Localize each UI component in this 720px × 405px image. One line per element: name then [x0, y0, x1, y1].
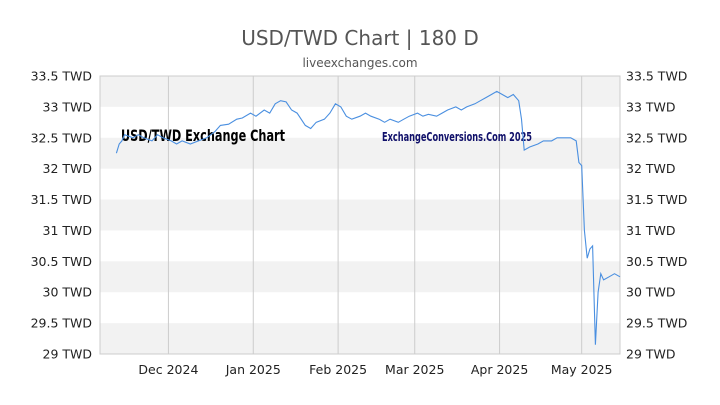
y-tick-label-left: 29 TWD — [43, 347, 93, 362]
y-tick-label-left: 33.5 TWD — [31, 69, 92, 84]
band — [100, 199, 620, 231]
band — [100, 76, 620, 107]
y-tick-label-left: 31.5 TWD — [31, 192, 92, 207]
y-tick-label-left: 30 TWD — [43, 285, 93, 300]
y-tick-label-left: 30.5 TWD — [31, 254, 92, 269]
x-tick-label: Jan 2025 — [225, 362, 281, 377]
y-tick-label-left: 33 TWD — [43, 99, 93, 114]
x-tick-label: May 2025 — [551, 362, 613, 377]
y-tick-label-right: 33 TWD — [626, 99, 676, 114]
watermark-right: ExchangeConversions.Com 2025 — [382, 130, 532, 144]
y-tick-label-right: 30.5 TWD — [626, 254, 687, 269]
y-tick-label-right: 33.5 TWD — [626, 69, 687, 84]
y-tick-label-right: 30 TWD — [626, 285, 676, 300]
background-bands — [100, 76, 620, 354]
y-axis-right: 29 TWD 29.5 TWD 30 TWD 30.5 TWD 31 TWD 31.5 T… — [626, 69, 687, 362]
y-tick-label-right: 32.5 TWD — [626, 130, 687, 145]
y-tick-label-left: 29.5 TWD — [31, 316, 92, 331]
series-line — [115, 90, 621, 345]
plot-border — [99, 75, 621, 355]
x-tick-label: Dec 2024 — [138, 362, 198, 377]
y-tick-label-right: 31.5 TWD — [626, 192, 687, 207]
y-tick-label-right: 31 TWD — [626, 223, 676, 238]
watermark-left: USD/TWD Exchange Chart — [121, 126, 285, 145]
x-tick-label: Apr 2025 — [471, 362, 528, 377]
vertical-gridlines — [167, 76, 583, 354]
x-axis: Dec 2024 Jan 2025 Feb 2025 Mar 2025 Apr 2025… — [138, 362, 612, 377]
y-tick-label-left: 32.5 TWD — [31, 130, 92, 145]
x-tick-label: Mar 2025 — [385, 362, 444, 377]
band — [100, 323, 620, 354]
y-tick-label-right: 32 TWD — [626, 161, 676, 176]
y-tick-label-left: 32 TWD — [43, 161, 93, 176]
x-tick-label: Feb 2025 — [309, 362, 367, 377]
chart-title: USD/TWD Chart | 180 D — [241, 26, 479, 50]
chart-source: liveexchanges.com — [302, 56, 418, 70]
y-tick-label-right: 29.5 TWD — [626, 316, 687, 331]
band — [100, 261, 620, 293]
y-axis-left: 29 TWD 29.5 TWD 30 TWD 30.5 TWD 31 TWD 31.5 T… — [31, 69, 92, 362]
y-tick-label-right: 29 TWD — [626, 347, 676, 362]
y-tick-label-left: 31 TWD — [43, 223, 93, 238]
